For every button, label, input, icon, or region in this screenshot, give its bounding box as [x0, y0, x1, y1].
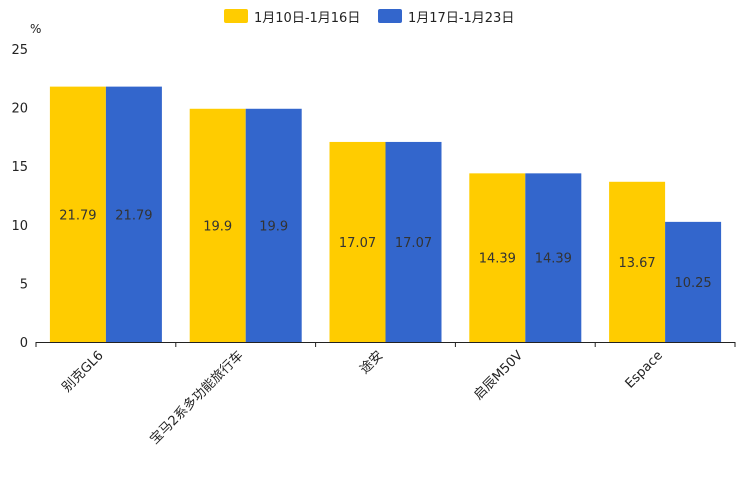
x-tick-label: 途安 [357, 348, 387, 378]
legend-item-series-1[interactable]: 1月10日-1月16日 [224, 7, 361, 26]
bar [469, 173, 526, 342]
y-tick-label: 0 [20, 336, 28, 351]
y-tick-label: 20 [11, 102, 28, 117]
legend-label-series-2: 1月17日-1月23日 [408, 10, 515, 26]
data-label: 14.39 [479, 252, 516, 267]
bar [105, 86, 162, 342]
legend: 1月10日-1月16日 1月17日-1月23日 [0, 7, 744, 26]
legend-label-series-1: 1月10日-1月16日 [254, 10, 361, 26]
data-label: 17.07 [339, 236, 376, 251]
legend-swatch-series-1 [224, 9, 248, 23]
y-tick-label: 10 [11, 219, 28, 234]
bar [609, 181, 666, 342]
x-tick-label: 启辰M50V [471, 348, 526, 403]
data-label: 14.39 [535, 252, 572, 267]
bar [665, 221, 722, 342]
data-label: 17.07 [395, 236, 432, 251]
data-label: 19.9 [259, 219, 288, 234]
data-label: 10.25 [674, 276, 711, 291]
bar [49, 86, 106, 342]
x-tick-label: Espace [623, 348, 666, 391]
legend-swatch-series-2 [378, 9, 402, 23]
data-label: 21.79 [115, 208, 152, 223]
data-label: 21.79 [59, 208, 96, 223]
bar [525, 173, 582, 342]
data-label: 19.9 [203, 219, 232, 234]
x-tick-label: 别克GL6 [60, 348, 107, 395]
y-tick-label: 25 [11, 43, 28, 58]
bar [385, 141, 442, 342]
legend-item-series-2[interactable]: 1月17日-1月23日 [378, 7, 515, 26]
bar [189, 108, 246, 342]
x-tick-label: 宝马2系多功能旅行车 [147, 348, 247, 448]
y-axis-unit-label: % [30, 22, 42, 36]
bar [245, 108, 302, 342]
y-tick-label: 5 [20, 277, 28, 292]
bar [329, 141, 386, 342]
data-label: 13.67 [618, 256, 655, 271]
y-tick-label: 15 [11, 160, 28, 175]
